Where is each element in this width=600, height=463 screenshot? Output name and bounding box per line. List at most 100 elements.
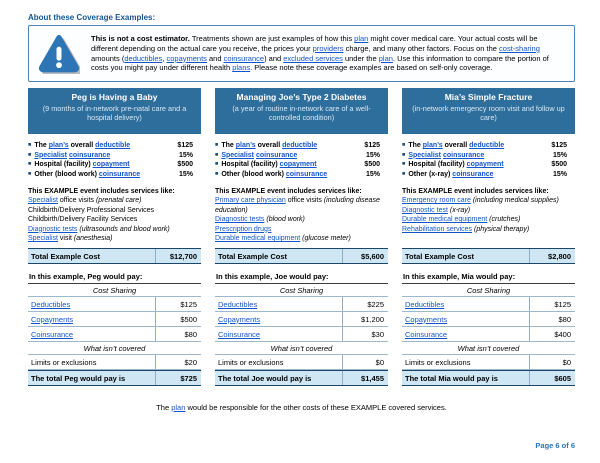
inline-link[interactable]: coinsurance	[285, 170, 328, 178]
services-heading: This EXAMPLE event includes services lik…	[215, 188, 362, 195]
plan-parameter-value: 15%	[365, 151, 380, 159]
inline-link[interactable]: coinsurance	[452, 170, 494, 178]
inline-link[interactable]: plan’s	[235, 142, 256, 149]
total-pay-row: The total Joe would pay is $1,455	[215, 370, 388, 386]
service-item: Specialist office visits (prenatal care)	[28, 197, 142, 205]
inline-link[interactable]: deductibles	[124, 53, 163, 63]
copayments-link[interactable]: Copayments	[405, 314, 448, 324]
inline-link[interactable]: providers	[312, 43, 344, 53]
coinsurance-link[interactable]: Coinsurance	[218, 329, 261, 339]
inline-link[interactable]: cost-sharing	[499, 43, 540, 53]
deductibles-link[interactable]: Deductibles	[218, 299, 258, 309]
inline-link[interactable]: Specialist	[221, 151, 255, 159]
inline-link[interactable]: Specialist	[408, 151, 442, 159]
coinsurance-link[interactable]: Coinsurance	[31, 329, 74, 339]
plan-parameter-row: ■ Other (blood work) coinsurance 15%	[28, 170, 193, 178]
inline-link[interactable]: plan’s	[422, 142, 443, 149]
deductibles-value: $125	[155, 297, 201, 311]
services-heading: This EXAMPLE event includes services lik…	[28, 188, 175, 195]
inline-link[interactable]: Durable medical equipment	[215, 235, 301, 243]
service-item: Diagnostic tests (blood work)	[215, 216, 305, 224]
coinsurance-link[interactable]: Coinsurance	[405, 329, 448, 339]
service-item: Durable medical equipment (glucose meter…	[215, 235, 351, 243]
total-pay-value: $605	[529, 371, 575, 385]
cost-row-coinsurance: Coinsurance $80	[28, 327, 201, 342]
not-covered-subheader: What isn’t covered	[28, 342, 201, 355]
bullet-square-icon: ■	[215, 151, 219, 158]
inline-link[interactable]: coinsurance	[98, 170, 141, 178]
services-list: This EXAMPLE event includes services lik…	[402, 187, 575, 245]
copayments-value: $500	[155, 312, 201, 326]
bullet-square-icon: ■	[402, 161, 406, 168]
example-subtitle: (9 months of in-network pre-natal care a…	[42, 104, 187, 122]
bullet-square-icon: ■	[402, 142, 406, 148]
warning-icon	[36, 34, 82, 74]
coverage-example-columns: Peg is Having a Baby (9 months of in-net…	[28, 88, 575, 386]
plan-parameter-value: 15%	[365, 170, 380, 178]
inline-link[interactable]: coinsurance	[442, 151, 485, 159]
inline-link[interactable]: deductible	[95, 142, 131, 149]
example-header: Mia’s Simple Fracture (in-network emerge…	[402, 88, 575, 134]
inline-link[interactable]: excluded services	[283, 53, 343, 63]
inline-link[interactable]: Primary care physician	[215, 197, 286, 205]
inline-link[interactable]: coinsurance	[68, 151, 111, 159]
inline-link[interactable]: copayment	[279, 161, 317, 169]
inline-link[interactable]: Emergency room care	[402, 197, 471, 205]
plan-parameter-row: ■ Hospital (facility) copayment $500	[402, 161, 567, 169]
inline-link[interactable]: plan	[171, 403, 186, 412]
copayments-link[interactable]: Copayments	[218, 314, 261, 324]
inline-link[interactable]: Rehabilitation services	[402, 225, 473, 233]
total-example-cost-label: Total Example Cost	[218, 251, 288, 261]
inline-link[interactable]: deductible	[469, 142, 505, 149]
plan-parameter-value: $500	[177, 161, 193, 169]
total-pay-label: The total Mia would pay is	[405, 373, 498, 383]
plan-parameter-row: ■ Other (blood work) coinsurance 15%	[215, 170, 380, 178]
bullet-square-icon: ■	[402, 151, 406, 158]
total-example-cost-row: Total Example Cost $5,600	[215, 248, 388, 264]
service-item: Specialist visit (anesthesia)	[28, 235, 113, 243]
service-item: Durable medical equipment (crutches)	[402, 216, 521, 224]
plan-parameter-row: ■ The plan’s overall deductible $125	[215, 142, 380, 149]
cost-sharing-subheader: Cost Sharing	[402, 284, 575, 297]
pay-table-heading: In this example, Joe would pay:	[215, 270, 388, 284]
plan-parameters-list: ■ The plan’s overall deductible $125 ■ Spec…	[215, 141, 388, 180]
cost-row-coinsurance: Coinsurance $30	[215, 327, 388, 342]
inline-link[interactable]: plans	[232, 63, 251, 73]
inline-link[interactable]: Prescription drugs	[215, 225, 272, 233]
total-example-cost-value: $2,800	[529, 249, 575, 263]
inline-link[interactable]: Specialist	[28, 235, 58, 243]
plan-parameter-value: $125	[177, 142, 193, 149]
plan-parameter-row: ■ Specialist coinsurance 15%	[28, 151, 193, 161]
not-covered-subheader: What isn’t covered	[215, 342, 388, 355]
inline-link[interactable]: Diagnostic tests	[215, 216, 265, 224]
copayments-value: $80	[529, 312, 575, 326]
plan-parameter-value: 15%	[178, 170, 193, 178]
services-heading: This EXAMPLE event includes services lik…	[402, 188, 549, 195]
inline-link[interactable]: Diagnostic test	[402, 206, 448, 214]
limits-row: Limits or exclusions $0	[402, 355, 575, 370]
limits-label: Limits or exclusions	[405, 357, 471, 367]
inline-link[interactable]: plan	[378, 53, 393, 63]
inline-link[interactable]: plan’s	[48, 142, 69, 149]
deductibles-link[interactable]: Deductibles	[405, 299, 445, 309]
coinsurance-value: $80	[155, 327, 201, 341]
inline-link[interactable]: Durable medical equipment	[402, 216, 488, 224]
total-example-cost-value: $12,700	[155, 249, 201, 263]
inline-link[interactable]: coinsurance	[223, 53, 265, 63]
bullet-square-icon: ■	[215, 142, 219, 148]
cost-row-deductibles: Deductibles $125	[402, 297, 575, 312]
plan-parameter-value: $125	[551, 142, 567, 149]
inline-link[interactable]: copayment	[92, 161, 130, 169]
inline-link[interactable]: copayments	[166, 53, 207, 63]
inline-link[interactable]: coinsurance	[255, 151, 298, 159]
inline-link[interactable]: Specialist	[28, 197, 58, 205]
inline-link[interactable]: Diagnostic tests	[28, 225, 78, 233]
coverage-example-joe: Managing Joe’s Type 2 Diabetes (a year o…	[215, 88, 388, 386]
inline-link[interactable]: Specialist	[34, 151, 68, 159]
inline-link[interactable]: plan	[354, 34, 369, 44]
inline-link[interactable]: copayment	[466, 161, 504, 169]
copayments-link[interactable]: Copayments	[31, 314, 74, 324]
inline-link[interactable]: deductible	[282, 142, 318, 149]
deductibles-link[interactable]: Deductibles	[31, 299, 71, 309]
plan-parameter-row: ■ Other (x-ray) coinsurance 15%	[402, 170, 567, 178]
